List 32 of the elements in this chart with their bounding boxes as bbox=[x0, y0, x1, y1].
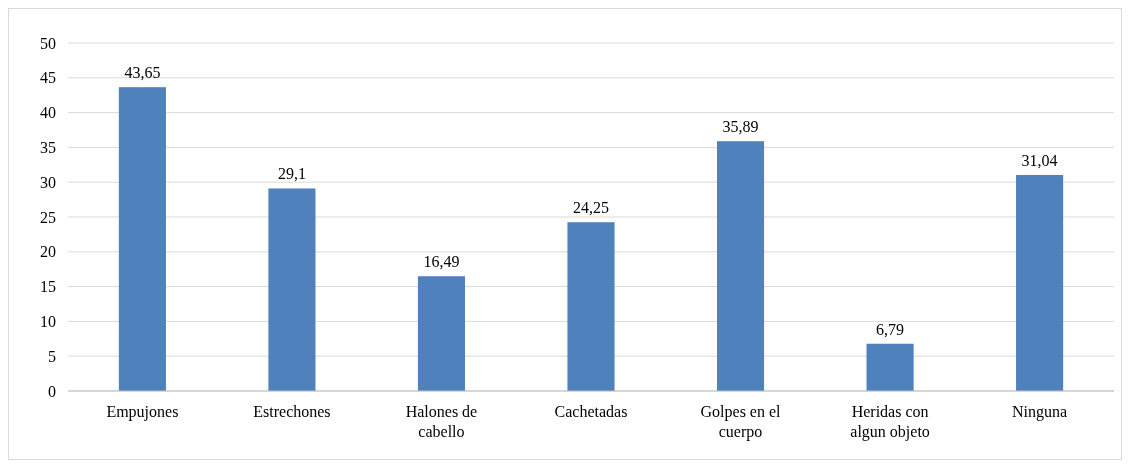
x-tick-label: Heridas con algun objeto bbox=[850, 403, 930, 441]
y-tick-label: 40 bbox=[40, 104, 56, 122]
y-tick-label: 5 bbox=[48, 347, 56, 365]
y-tick-label: 25 bbox=[40, 208, 56, 226]
y-tick-label: 10 bbox=[40, 313, 56, 330]
data-label: 35,89 bbox=[722, 118, 759, 136]
bar bbox=[1016, 174, 1064, 391]
bar bbox=[716, 141, 765, 391]
data-label: 29,1 bbox=[277, 165, 306, 183]
y-tick-label: 20 bbox=[40, 243, 56, 261]
y-tick-label: 30 bbox=[40, 173, 56, 191]
data-label: 43,65 bbox=[124, 64, 161, 82]
y-tick-label: 45 bbox=[40, 69, 56, 87]
y-tick-label: 0 bbox=[48, 382, 56, 400]
data-label: 24,25 bbox=[573, 199, 609, 217]
data-label: 6,79 bbox=[876, 320, 905, 338]
y-tick-label: 35 bbox=[40, 139, 56, 156]
data-label: 16,49 bbox=[423, 253, 460, 271]
y-tick-label: 50 bbox=[40, 34, 56, 52]
x-tick-label: Halones de cabello bbox=[405, 403, 478, 440]
x-tick-label: Ninguna bbox=[1012, 403, 1068, 421]
bar bbox=[866, 343, 914, 391]
bar bbox=[567, 222, 615, 391]
x-tick-label: Estrechones bbox=[253, 403, 331, 420]
y-tick-label: 15 bbox=[40, 278, 56, 296]
data-label: 31,04 bbox=[1021, 151, 1058, 169]
x-tick-label: Empujones bbox=[106, 403, 179, 421]
x-tick-label: Cachetadas bbox=[554, 403, 628, 420]
bar bbox=[417, 276, 466, 391]
bar bbox=[118, 87, 166, 391]
x-tick-label: Golpes en el cuerpo bbox=[700, 403, 782, 441]
bar bbox=[268, 188, 316, 391]
